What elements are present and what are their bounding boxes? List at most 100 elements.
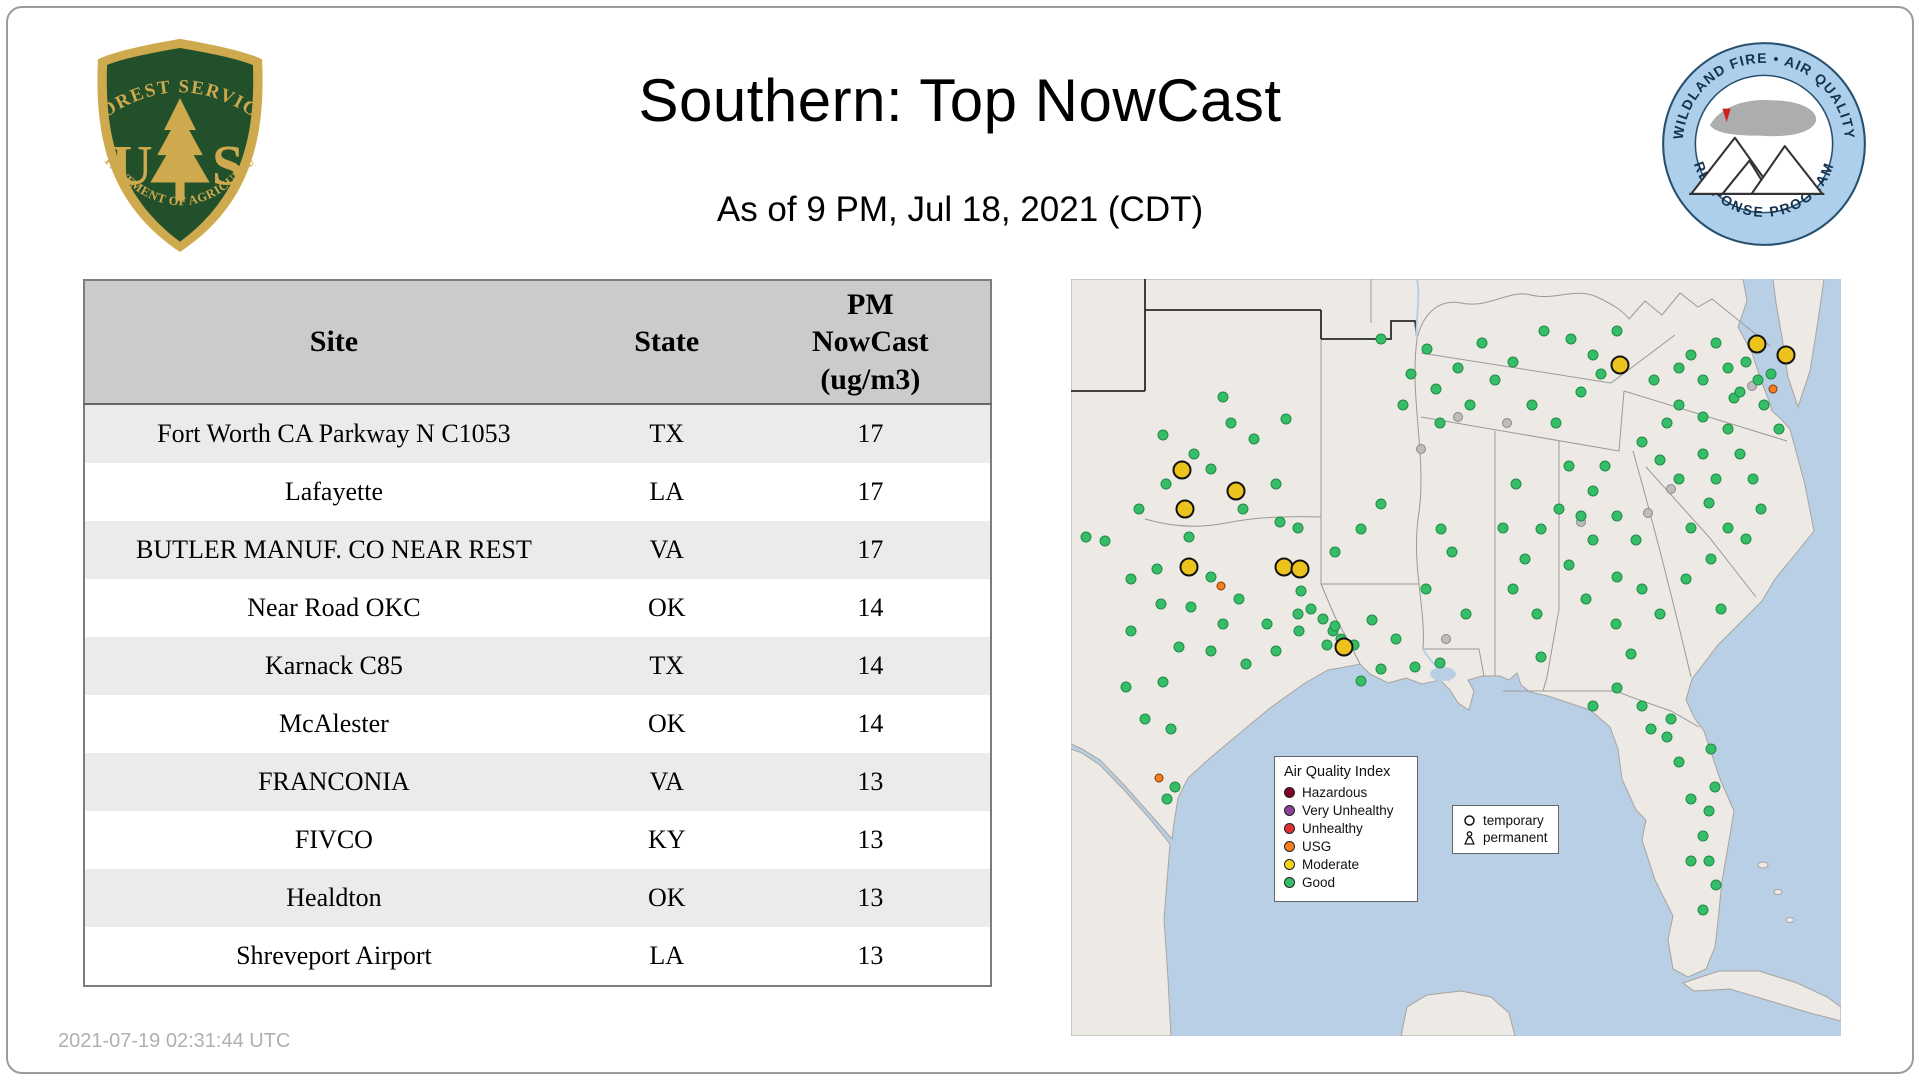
monitor-marker-good[interactable] [1538, 325, 1550, 337]
monitor-marker-good[interactable] [1636, 436, 1648, 448]
monitor-marker-good[interactable] [1703, 855, 1715, 867]
monitor-marker-good[interactable] [1740, 533, 1752, 545]
monitor-marker-good[interactable] [1758, 399, 1770, 411]
monitor-marker-good[interactable] [1648, 374, 1660, 386]
monitor-marker-good[interactable] [1155, 598, 1167, 610]
monitor-marker-good[interactable] [1636, 583, 1648, 595]
monitor-marker-good[interactable] [1321, 639, 1333, 651]
monitor-marker-good[interactable] [1421, 343, 1433, 355]
monitor-marker-good[interactable] [1133, 503, 1145, 515]
monitor-marker-inactive[interactable] [1502, 418, 1512, 428]
monitor-marker-good[interactable] [1233, 593, 1245, 605]
monitor-marker-good[interactable] [1139, 713, 1151, 725]
monitor-marker-good[interactable] [1355, 675, 1367, 687]
monitor-marker-good[interactable] [1507, 583, 1519, 595]
monitor-marker-good[interactable] [1375, 663, 1387, 675]
monitor-marker-good[interactable] [1697, 374, 1709, 386]
monitor-marker-good[interactable] [1169, 781, 1181, 793]
monitor-marker-good[interactable] [1464, 399, 1476, 411]
monitor-marker-good[interactable] [1697, 448, 1709, 460]
monitor-marker-inactive[interactable] [1643, 508, 1653, 518]
monitor-marker-good[interactable] [1329, 546, 1341, 558]
monitor-marker-good[interactable] [1722, 423, 1734, 435]
monitor-marker-good[interactable] [1740, 356, 1752, 368]
monitor-marker-good[interactable] [1497, 522, 1509, 534]
monitor-marker-good[interactable] [1765, 368, 1777, 380]
monitor-marker-good[interactable] [1665, 713, 1677, 725]
monitor-marker-good[interactable] [1685, 793, 1697, 805]
monitor-marker-good[interactable] [1270, 645, 1282, 657]
monitor-marker-good[interactable] [1710, 879, 1722, 891]
monitor-marker-good[interactable] [1645, 723, 1657, 735]
monitor-marker-good[interactable] [1205, 463, 1217, 475]
monitor-marker-good[interactable] [1157, 676, 1169, 688]
monitor-marker-inactive[interactable] [1416, 444, 1426, 454]
monitor-marker-good[interactable] [1293, 625, 1305, 637]
monitor-marker-good[interactable] [1270, 478, 1282, 490]
monitor-marker-good[interactable] [1390, 633, 1402, 645]
monitor-marker-good[interactable] [1636, 700, 1648, 712]
monitor-marker-good[interactable] [1703, 497, 1715, 509]
monitor-marker-good[interactable] [1476, 337, 1488, 349]
monitor-marker-good[interactable] [1685, 522, 1697, 534]
monitor-marker-good[interactable] [1673, 473, 1685, 485]
monitor-marker-good[interactable] [1185, 601, 1197, 613]
monitor-marker-good[interactable] [1587, 700, 1599, 712]
monitor-marker-moderate[interactable] [1334, 637, 1354, 657]
monitor-marker-good[interactable] [1587, 349, 1599, 361]
monitor-marker-good[interactable] [1188, 448, 1200, 460]
monitor-marker-good[interactable] [1611, 510, 1623, 522]
monitor-marker-good[interactable] [1099, 535, 1111, 547]
monitor-marker-good[interactable] [1661, 731, 1673, 743]
monitor-marker-good[interactable] [1611, 571, 1623, 583]
monitor-marker-good[interactable] [1355, 523, 1367, 535]
monitor-marker-good[interactable] [1280, 413, 1292, 425]
monitor-marker-inactive[interactable] [1666, 484, 1676, 494]
monitor-marker-good[interactable] [1535, 523, 1547, 535]
monitor-marker-good[interactable] [1375, 333, 1387, 345]
monitor-marker-usg[interactable] [1154, 773, 1164, 783]
monitor-marker-good[interactable] [1703, 805, 1715, 817]
monitor-marker-good[interactable] [1305, 603, 1317, 615]
monitor-marker-good[interactable] [1157, 429, 1169, 441]
monitor-marker-good[interactable] [1434, 657, 1446, 669]
monitor-marker-good[interactable] [1420, 583, 1432, 595]
monitor-marker-good[interactable] [1489, 374, 1501, 386]
monitor-marker-inactive[interactable] [1747, 381, 1757, 391]
monitor-marker-good[interactable] [1654, 454, 1666, 466]
monitor-marker-good[interactable] [1452, 362, 1464, 374]
monitor-marker-good[interactable] [1610, 618, 1622, 630]
monitor-marker-moderate[interactable] [1226, 481, 1246, 501]
monitor-marker-good[interactable] [1430, 383, 1442, 395]
monitor-marker-good[interactable] [1261, 618, 1273, 630]
monitor-marker-good[interactable] [1205, 645, 1217, 657]
monitor-marker-good[interactable] [1752, 374, 1764, 386]
monitor-marker-moderate[interactable] [1179, 557, 1199, 577]
monitor-marker-good[interactable] [1734, 448, 1746, 460]
monitor-marker-moderate[interactable] [1175, 499, 1195, 519]
monitor-marker-good[interactable] [1217, 618, 1229, 630]
monitor-marker-good[interactable] [1773, 423, 1785, 435]
monitor-marker-good[interactable] [1705, 553, 1717, 565]
monitor-marker-good[interactable] [1160, 478, 1172, 490]
monitor-marker-moderate[interactable] [1747, 334, 1767, 354]
monitor-marker-inactive[interactable] [1453, 412, 1463, 422]
monitor-marker-good[interactable] [1125, 625, 1137, 637]
monitor-marker-good[interactable] [1673, 362, 1685, 374]
monitor-marker-good[interactable] [1183, 531, 1195, 543]
monitor-marker-good[interactable] [1697, 904, 1709, 916]
monitor-marker-good[interactable] [1519, 553, 1531, 565]
monitor-marker-good[interactable] [1248, 433, 1260, 445]
monitor-marker-good[interactable] [1654, 608, 1666, 620]
monitor-marker-good[interactable] [1151, 563, 1163, 575]
monitor-marker-good[interactable] [1161, 793, 1173, 805]
monitor-marker-good[interactable] [1734, 386, 1746, 398]
monitor-marker-good[interactable] [1575, 510, 1587, 522]
monitor-marker-good[interactable] [1120, 681, 1132, 693]
monitor-marker-good[interactable] [1755, 503, 1767, 515]
monitor-marker-good[interactable] [1697, 411, 1709, 423]
monitor-marker-good[interactable] [1563, 460, 1575, 472]
monitor-marker-good[interactable] [1747, 473, 1759, 485]
monitor-marker-good[interactable] [1685, 349, 1697, 361]
monitor-marker-good[interactable] [1705, 743, 1717, 755]
